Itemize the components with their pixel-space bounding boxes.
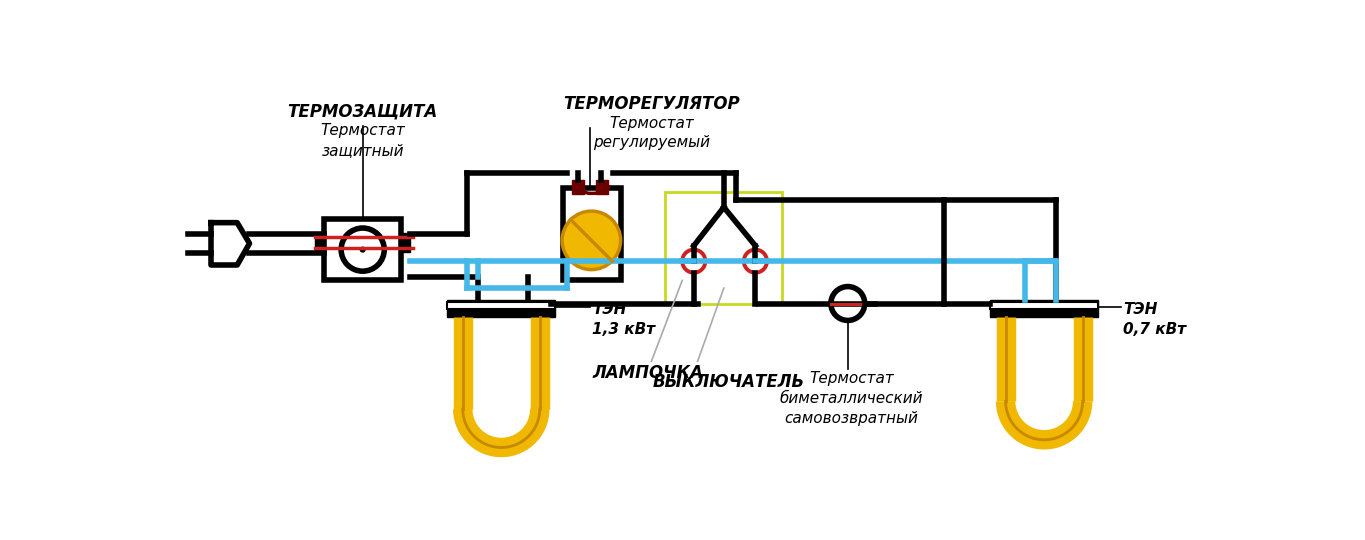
Bar	[572, 180, 584, 194]
Text: ТЕРМОРЕГУЛЯТОР: ТЕРМОРЕГУЛЯТОР	[564, 94, 740, 112]
Circle shape	[562, 211, 621, 269]
Text: ТЭН
1,3 кВт: ТЭН 1,3 кВт	[592, 302, 655, 337]
Text: ВЫКЛЮЧАТЕЛЬ: ВЫКЛЮЧАТЕЛЬ	[652, 373, 804, 391]
Bar	[990, 302, 1097, 309]
Text: ТЕРМОЗАЩИТА: ТЕРМОЗАЩИТА	[288, 102, 438, 120]
Bar	[315, 233, 325, 252]
Bar	[990, 300, 1097, 316]
Text: Термостат
регулируемый: Термостат регулируемый	[592, 116, 710, 151]
Text: ЛАМПОЧКА: ЛАМПОЧКА	[592, 363, 703, 382]
Bar	[448, 302, 556, 309]
Text: ТЭН
0,7 кВт: ТЭН 0,7 кВт	[1123, 302, 1186, 337]
Bar	[325, 219, 401, 280]
Text: Термостат
защитный: Термостат защитный	[321, 123, 405, 158]
Circle shape	[359, 247, 366, 253]
Text: Термостат
биметаллический
самовозвратный: Термостат биметаллический самовозвратный	[779, 372, 923, 426]
Bar	[401, 233, 411, 252]
Bar	[665, 192, 782, 303]
Bar	[448, 300, 556, 316]
Bar	[597, 180, 607, 194]
Bar	[562, 188, 621, 280]
